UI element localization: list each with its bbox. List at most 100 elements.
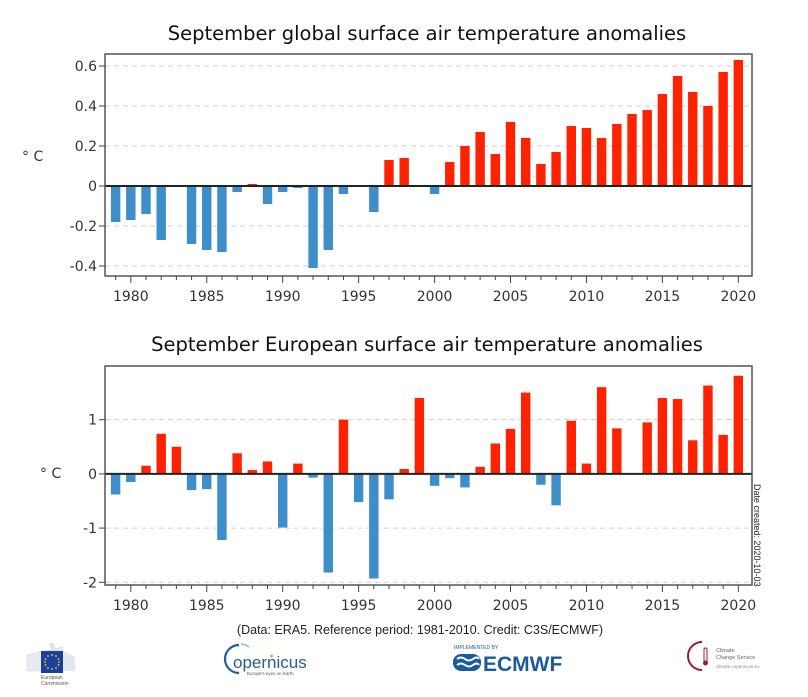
- y-tick-label: 0.6: [75, 59, 97, 75]
- ec-logo-text: European: [41, 675, 63, 681]
- bar-1993: [323, 186, 333, 250]
- bar-1992: [308, 473, 318, 478]
- ec-logo-text: Commission: [41, 681, 69, 687]
- bar-1987: [232, 186, 242, 192]
- bar-1998: [399, 468, 409, 474]
- bar-1993: [323, 473, 333, 573]
- bar-2015: [657, 94, 668, 186]
- bar-2017: [688, 440, 698, 474]
- y-tick-label: 0: [88, 179, 97, 195]
- bar-2003: [475, 132, 485, 186]
- bar-2004: [490, 154, 501, 186]
- x-tick-label: 1995: [341, 289, 377, 305]
- data-credit: (Data: ERA5. Reference period: 1981-2010…: [237, 623, 603, 637]
- bar-1985: [202, 473, 212, 490]
- x-tick-label: 1995: [341, 598, 377, 614]
- bar-2011: [596, 387, 607, 474]
- bar-1994: [338, 419, 349, 474]
- bar-2018: [703, 106, 713, 186]
- x-tick-label: 2015: [645, 289, 681, 305]
- bar-1980: [126, 186, 136, 220]
- bar-2001: [445, 162, 455, 186]
- bar-2020: [733, 375, 744, 474]
- x-tick-label: 2010: [569, 289, 605, 305]
- y-axis-label: ° C: [40, 466, 61, 482]
- bar-1992: [308, 186, 318, 268]
- ecmwf-waves-icon: [453, 654, 481, 671]
- bar-2008: [551, 473, 561, 506]
- y-ticks: -0.4 -0.2 0 0.2 0.4 0.6: [70, 59, 105, 275]
- x-tick-label: 2005: [493, 289, 529, 305]
- x-tick-label: 2020: [721, 289, 757, 305]
- bar-1991: [293, 463, 303, 474]
- bar-2014: [642, 110, 652, 186]
- bar-1997: [384, 160, 394, 186]
- bar-2013: [627, 114, 637, 186]
- bar-1998: [399, 158, 409, 186]
- bar-1980: [126, 473, 136, 483]
- bar-2002: [460, 146, 470, 186]
- x-tick-label: 2020: [721, 598, 757, 614]
- bar-2017: [688, 92, 698, 186]
- x-tick-label: 2015: [645, 598, 681, 614]
- x-tick-label: 1980: [113, 289, 149, 305]
- bar-1979: [110, 186, 121, 222]
- bar-2016: [672, 76, 683, 186]
- bar-1985: [202, 186, 212, 250]
- copernicus-c-icon: [223, 643, 240, 675]
- bar-2008: [551, 152, 561, 186]
- bar-2010: [581, 128, 592, 186]
- bar-2016: [672, 399, 683, 474]
- y-axis-label: ° C: [22, 149, 43, 165]
- bar-1986: [217, 473, 227, 541]
- bar-2004: [490, 443, 501, 474]
- y-tick-label: -0.4: [70, 259, 97, 275]
- bar-1989: [262, 461, 273, 474]
- bar-1982: [156, 186, 166, 240]
- climate-logo-text: climate.copernicus.eu: [716, 664, 760, 669]
- x-tick-label: 1985: [189, 598, 225, 614]
- bar-2005: [505, 122, 516, 186]
- bar-1996: [369, 473, 379, 579]
- chart-title: September European surface air temperatu…: [151, 333, 703, 356]
- y-tick-label: 0.4: [75, 99, 97, 115]
- x-tick-label: 1985: [189, 289, 225, 305]
- bar-1986: [217, 186, 227, 252]
- x-tick-label: 1980: [113, 598, 149, 614]
- european-commission-logo: European Commission: [26, 643, 75, 687]
- gridlines: [105, 419, 752, 583]
- bar-1988: [247, 470, 258, 474]
- bars: [110, 60, 744, 268]
- ecmwf-logo: IMPLEMENTED BY ECMWF: [453, 645, 562, 676]
- bar-2001: [445, 473, 455, 479]
- bar-2007: [536, 164, 546, 186]
- global-anomaly-chart: September global surface air temperature…: [22, 22, 756, 305]
- x-ticks: 1980 1985 1990 1995 2000 2005 2010 2015 2020: [113, 585, 756, 614]
- copernicus-logo: opernicus Europe's eyes on Earth: [223, 643, 307, 676]
- y-tick-label: 0.2: [75, 139, 97, 155]
- bar-2006: [520, 392, 531, 474]
- x-tick-label: 2000: [417, 598, 453, 614]
- bar-2000: [429, 473, 440, 486]
- x-tick-label: 2005: [493, 598, 529, 614]
- climate-change-service-logo: Climate Change Service climate.copernicu…: [687, 641, 760, 671]
- bar-1984: [186, 186, 197, 244]
- bar-2000: [429, 186, 440, 194]
- bar-2009: [566, 420, 576, 474]
- bar-2006: [520, 138, 531, 186]
- bar-2019: [718, 72, 728, 186]
- eu-flag-icon: [41, 651, 63, 673]
- x-tick-label: 2010: [569, 598, 605, 614]
- bar-1987: [232, 453, 242, 474]
- bar-2012: [612, 428, 622, 474]
- climate-logo-text: Change Service: [716, 655, 755, 661]
- bar-1990: [277, 473, 288, 528]
- x-tick-label: 2000: [417, 289, 453, 305]
- bar-2003: [475, 466, 485, 474]
- bar-2007: [536, 473, 546, 485]
- copernicus-tagline: Europe's eyes on Earth: [247, 671, 294, 676]
- bar-2010: [581, 463, 592, 474]
- bar-2015: [657, 397, 668, 474]
- bar-2011: [596, 138, 607, 186]
